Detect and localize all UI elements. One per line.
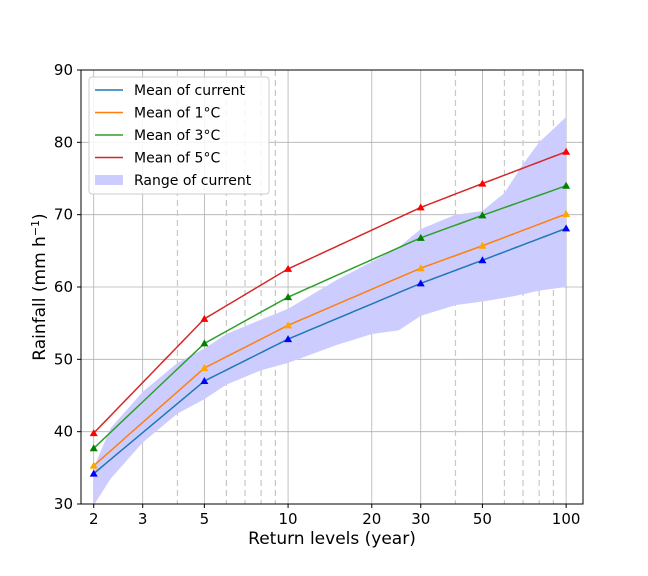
series-3-marker: [416, 203, 425, 211]
y-axis-label-superscript: −1: [29, 220, 42, 236]
series-0-marker: [284, 335, 293, 343]
series-1-marker: [89, 461, 98, 469]
y-tick-label: 30: [54, 495, 73, 513]
series-2-marker: [284, 293, 293, 301]
x-tick-label: 30: [411, 510, 430, 528]
legend-entry-label: Mean of 1°C: [134, 106, 220, 122]
series-0-marker: [200, 377, 209, 385]
series-0-marker: [416, 279, 425, 287]
series-1-marker: [284, 321, 293, 329]
x-tick-label: 5: [200, 510, 210, 528]
series-line-1: [93, 213, 567, 467]
legend-entry-label: Range of current: [134, 173, 252, 189]
series-3-marker: [200, 314, 209, 322]
y-axis-label-main: Rainfall (mm h: [30, 236, 50, 361]
y-axis-label: Rainfall (mm h−1): [29, 213, 50, 360]
series-0-marker: [478, 256, 487, 264]
series-0-marker: [562, 224, 571, 232]
x-tick-label: 2: [89, 510, 99, 528]
series-2-marker: [200, 339, 209, 347]
legend-entry-label: Mean of 3°C: [134, 128, 220, 144]
y-tick-label: 80: [54, 133, 73, 151]
series-markers: [89, 147, 571, 477]
series-2-marker: [562, 181, 571, 189]
series-1-marker: [200, 364, 209, 372]
y-axis-label-end: ): [30, 213, 50, 220]
axis-ticks: 30 40 50 60 70 80 90 2 3 5 10 20 30 50 100: [54, 61, 581, 528]
x-tick-label: 10: [279, 510, 298, 528]
series-0-marker: [89, 469, 98, 477]
legend-box: [88, 76, 270, 195]
x-tick-label: 100: [552, 510, 581, 528]
x-tick-label: 3: [138, 510, 148, 528]
range-band: [93, 117, 567, 506]
x-tick-label: 50: [473, 510, 492, 528]
y-tick-label: 60: [54, 278, 73, 296]
series-line-3: [93, 151, 567, 434]
series-line-2: [93, 185, 567, 449]
y-tick-label: 90: [54, 61, 73, 79]
series-2-marker: [478, 211, 487, 219]
series-3-marker: [562, 147, 571, 155]
series-3-marker: [478, 179, 487, 187]
series-lines: [93, 151, 567, 475]
series-3-marker: [89, 429, 98, 437]
series-1-marker: [562, 209, 571, 217]
legend-swatch: [95, 175, 123, 185]
legend-entry-label: Mean of current: [134, 83, 246, 99]
series-1-marker: [416, 264, 425, 272]
range-of-current-band: [93, 117, 567, 506]
y-tick-label: 40: [54, 423, 73, 441]
series-3-marker: [284, 264, 293, 272]
x-tick-label: 20: [362, 510, 381, 528]
x-axis-label: Return levels (year): [248, 529, 416, 549]
y-tick-label: 70: [54, 206, 73, 224]
series-1-marker: [478, 241, 487, 249]
y-tick-label: 50: [54, 350, 73, 368]
series-line-0: [93, 227, 567, 475]
legend: Mean of current Mean of 1°C Mean of 3°C Mea…: [88, 76, 270, 195]
series-2-marker: [416, 233, 425, 241]
series-2-marker: [89, 444, 98, 452]
legend-entry-label: Mean of 5°C: [134, 151, 220, 167]
